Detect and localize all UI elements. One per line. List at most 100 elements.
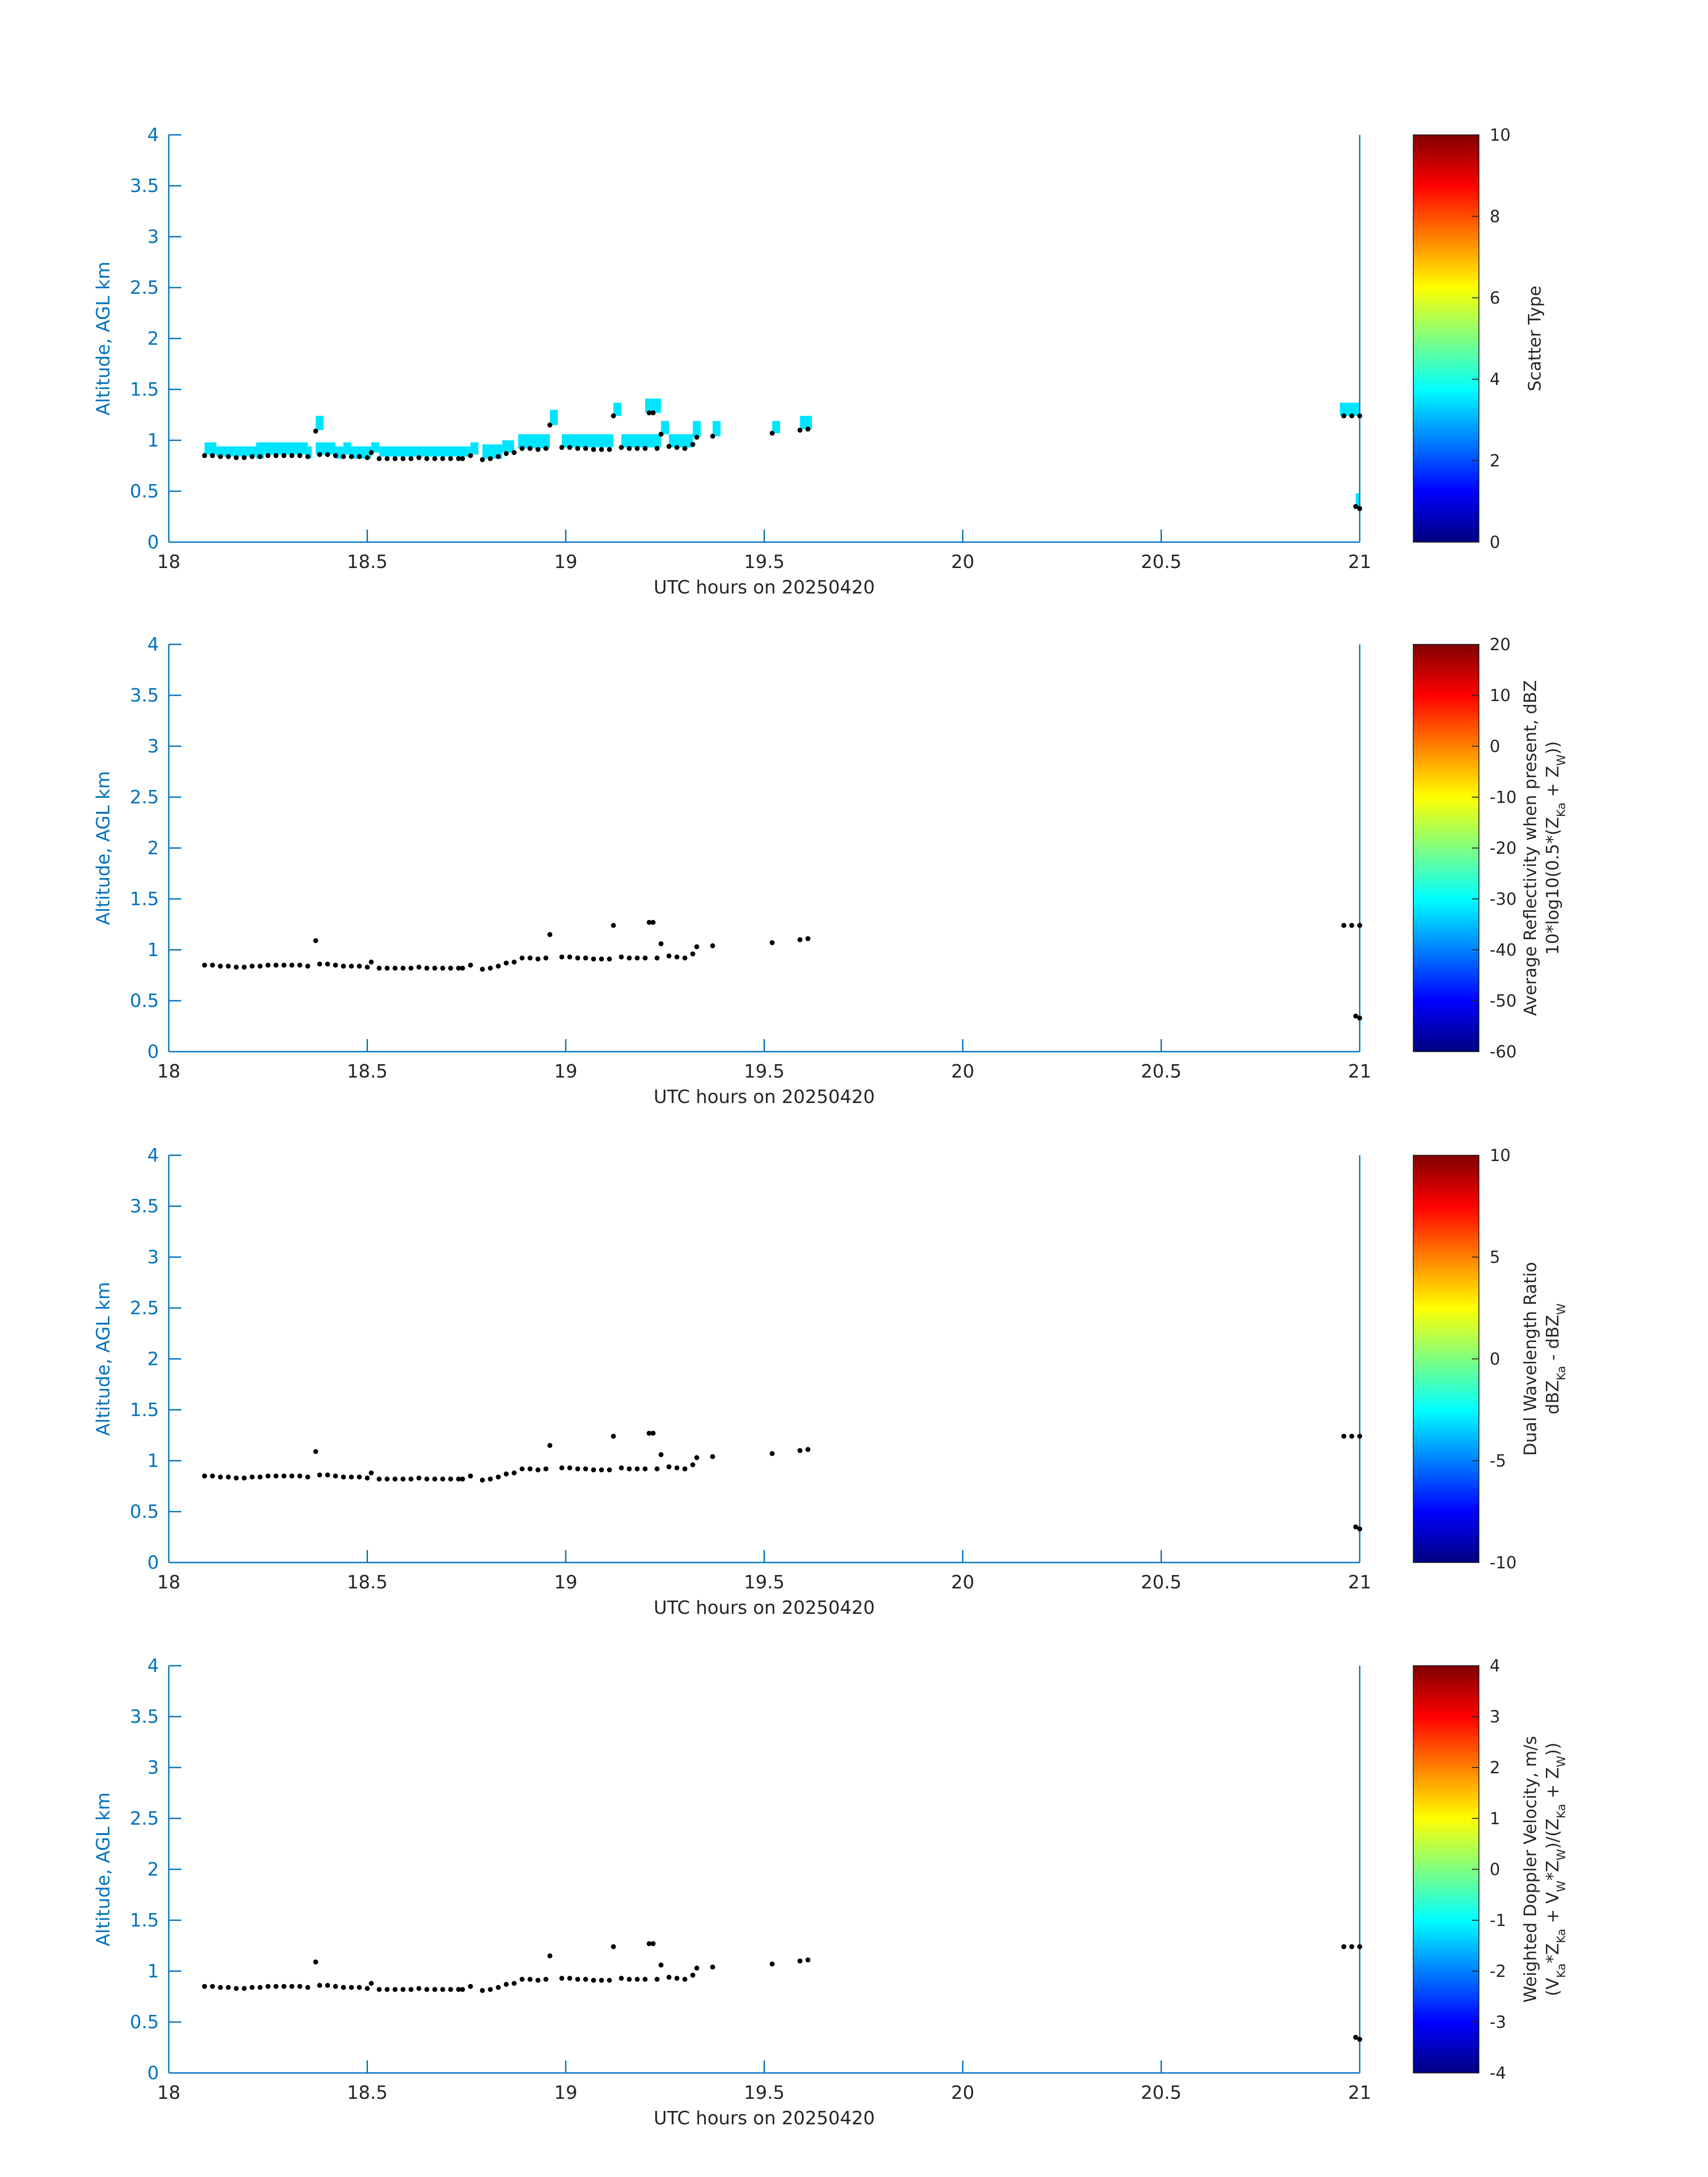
y-axis-label: Altitude, AGL km (92, 771, 114, 925)
colorbar-label: dBZKa - dBZW (1543, 1304, 1568, 1415)
cloud-base-point (654, 1466, 660, 1471)
cloud-base-point (440, 1476, 445, 1482)
cloud-base-point (626, 955, 632, 961)
cloud-base-point (365, 1475, 370, 1481)
cloud-base-point (666, 444, 672, 449)
cloud-base-point (694, 1965, 699, 1971)
cloud-base-point (226, 1985, 231, 1990)
cloud-base-point (626, 1976, 632, 1982)
cloud-base-point (805, 1447, 810, 1452)
cloud-base-point (349, 1474, 354, 1479)
cloud-base-point (281, 962, 287, 968)
colorbar-tick-label: 2 (1490, 451, 1500, 471)
cloud-base-point (618, 445, 624, 450)
y-tick-label: 3.5 (130, 685, 159, 706)
y-tick-label: 1.5 (130, 379, 159, 400)
cloud-base-point (468, 962, 473, 968)
cloud-base-point (242, 965, 247, 970)
data-pixel (669, 434, 693, 447)
cloud-base-point (643, 446, 648, 451)
cloud-base-point (460, 456, 465, 461)
cloud-base-point (416, 1986, 422, 1991)
cloud-base-point (384, 456, 390, 461)
y-tick-label: 2.5 (130, 1297, 159, 1319)
cloud-base-point (511, 959, 517, 965)
cloud-base-point (666, 953, 672, 959)
cloud-base-point (289, 453, 295, 458)
cloud-base-point (250, 963, 255, 969)
x-tick-label: 18.5 (347, 551, 388, 572)
x-tick-label: 18 (157, 551, 180, 572)
cloud-base-point (1357, 2037, 1362, 2042)
colorbar-tick-label: -50 (1490, 991, 1516, 1011)
y-tick-label: 2.5 (130, 277, 159, 298)
cloud-base-point (658, 431, 664, 437)
data-pixel (343, 442, 351, 455)
y-tick-label: 3 (147, 735, 159, 757)
x-tick-label: 19 (554, 551, 577, 572)
cloud-base-point (690, 951, 695, 957)
cloud-base-point (357, 963, 362, 969)
cloud-base-point (1357, 923, 1362, 928)
cloud-base-point (504, 1982, 509, 1987)
cloud-base-point (448, 965, 453, 971)
cloud-base-point (408, 456, 413, 461)
cloud-base-point (647, 1430, 652, 1436)
colorbar-tick-label: 10 (1490, 125, 1511, 145)
colorbar-tick-label: -20 (1490, 839, 1516, 858)
cloud-base-point (313, 938, 318, 943)
cloud-base-point (365, 455, 370, 460)
cloud-base-point (218, 963, 223, 969)
cloud-base-point (357, 1474, 362, 1479)
cloud-base-point (297, 453, 302, 458)
cloud-base-point (460, 1987, 465, 1992)
cloud-base-point (234, 965, 239, 970)
cloud-base-point (468, 1473, 473, 1479)
cloud-base-point (658, 941, 664, 946)
cloud-base-point (567, 445, 572, 450)
cloud-base-point (527, 1976, 533, 1982)
cloud-base-point (599, 1467, 604, 1473)
colorbar-tick-label: -4 (1490, 2064, 1506, 2083)
cloud-base-point (365, 965, 370, 970)
cloud-base-point (448, 456, 453, 461)
x-tick-label: 18.5 (347, 2082, 388, 2103)
colorbar-label: Average Reflectivity when present, dBZ (1520, 680, 1540, 1016)
x-tick-label: 21 (1348, 2082, 1371, 2103)
colorbar (1413, 1665, 1479, 2073)
chart-panel-2: 0 0.5 1 1.5 2 2.5 3 3.5 4 18 18.5 19 19.5 20 20.5 21 UTC… (92, 634, 1568, 1107)
cloud-base-point (666, 1975, 672, 1980)
cloud-base-point (218, 454, 223, 459)
cloud-base-point (710, 434, 715, 439)
colorbar-tick-label: 4 (1490, 1656, 1500, 1676)
colorbar-tick-label: 4 (1490, 370, 1500, 389)
cloud-base-point (626, 1466, 632, 1471)
y-tick-label: 4 (147, 1655, 159, 1676)
cloud-base-point (1353, 504, 1358, 509)
cloud-base-point (210, 1984, 215, 1989)
cloud-base-point (218, 1985, 223, 1990)
chart-panel-3: 0 0.5 1 1.5 2 2.5 3 3.5 4 18 18.5 19 19.5 20 20.5 21 UTC… (92, 1145, 1568, 1618)
cloud-base-point (690, 1972, 695, 1978)
cloud-base-point (281, 453, 287, 458)
cloud-base-point (456, 456, 461, 461)
x-tick-label: 20 (951, 1061, 974, 1082)
colorbar-tick-label: -5 (1490, 1451, 1506, 1471)
cloud-base-point (456, 1476, 461, 1482)
cloud-base-point (368, 1981, 374, 1986)
cloud-base-point (769, 1961, 775, 1967)
cloud-base-point (527, 1466, 533, 1471)
cloud-base-point (393, 1987, 398, 1992)
cloud-base-point (376, 1476, 382, 1482)
cloud-base-point (341, 1985, 346, 1990)
cloud-base-point (607, 957, 612, 962)
data-pixel (1356, 493, 1360, 509)
cloud-base-point (658, 1962, 664, 1968)
cloud-base-point (305, 1985, 310, 1990)
cloud-base-point (273, 1473, 279, 1479)
y-tick-label: 2 (147, 837, 159, 859)
cloud-base-point (519, 446, 525, 451)
cloud-base-point (798, 1448, 803, 1453)
data-pixel (518, 434, 550, 449)
cloud-base-point (575, 1466, 580, 1471)
